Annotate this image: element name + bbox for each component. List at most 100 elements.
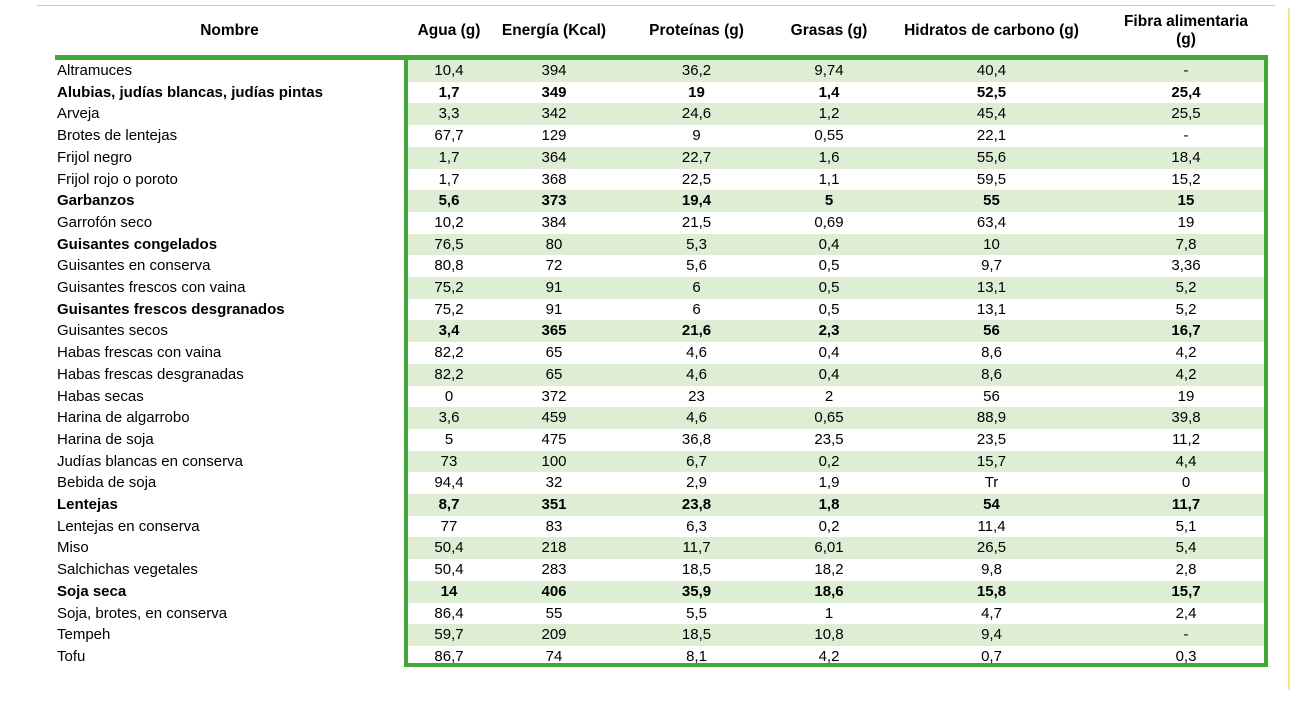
value-cell: 0,55 [814,127,844,145]
value-cell: 94,4 [434,474,464,492]
value-cell: 13,1 [976,300,1007,318]
value-cell: 11,2 [1171,430,1201,448]
value-cell: 373 [494,190,614,212]
value-cell: 5,2 [1104,277,1268,299]
value-cell: 77 [440,517,458,535]
value-cell: 4,6 [614,363,779,386]
value-cell: 74 [545,647,563,665]
value-cell: 1 [824,604,834,622]
value-cell: 342 [494,103,614,126]
table-row: Soja, brotes, en conserva 86,4 55 5,5 1 4,7 2,… [55,602,1268,625]
table-row: Brotes de lentejas 67,7 129 9 0,55 22,1 - [55,125,1268,147]
value-cell: 0,3 [1175,647,1197,665]
table-row: Soja seca 14 406 35,9 18,6 15,8 15,7 [55,580,1268,603]
food-name-cell: Brotes de lentejas [55,125,404,147]
value-cell: 1,2 [779,103,879,126]
value-cell: 21,5 [681,213,712,231]
value-cell: 1,7 [404,146,494,169]
value-cell: 5,5 [686,604,707,622]
header-agua: Agua (g) [417,21,481,39]
value-cell: 13,1 [879,277,1104,299]
value-cell: 35,9 [614,580,779,603]
header-grasas: Grasas (g) [790,21,868,39]
table-row: Guisantes frescos desgranados 75,2 91 6 0,5 1… [55,298,1268,321]
value-cell: 19 [1177,213,1195,231]
value-cell: 368 [541,170,567,188]
value-cell: 32 [545,474,563,492]
value-cell: 39,8 [1104,407,1268,429]
value-cell: 55 [879,190,1104,212]
value-cell: 18,6 [779,580,879,603]
food-name-cell: Soja seca [55,580,404,603]
value-cell: Tr [984,474,999,492]
table-row: Habas frescas desgranadas 82,2 65 4,6 0,4 8,6… [55,363,1268,386]
food-name-cell: Tofu [55,645,404,668]
value-cell: 9,7 [981,257,1002,275]
value-cell: 73 [404,450,494,473]
value-cell: 8,1 [686,647,707,665]
value-cell: 22,7 [614,146,779,169]
value-cell: 88,9 [879,407,1104,429]
food-name-cell: Frijol negro [55,146,404,169]
value-cell: 80 [494,233,614,256]
value-cell: 5,2 [1175,300,1197,318]
value-cell: 7,8 [1104,233,1268,256]
table-row: Frijol negro 1,7 364 22,7 1,6 55,6 18,4 [55,146,1268,169]
value-cell: 21,6 [614,320,779,343]
value-cell: 2,8 [1175,561,1197,579]
food-name-cell: Harina de soja [55,428,404,451]
value-cell: 372 [541,387,567,405]
value-cell: 59,7 [404,624,494,646]
value-cell: 1,7 [438,83,460,101]
value-cell: 63,4 [976,213,1007,231]
value-cell: 15,7 [879,450,1104,473]
table-row: Frijol rojo o poroto 1,7 368 22,5 1,1 59,5 15,… [55,168,1268,191]
value-cell: 9,8 [981,561,1002,579]
top-hairline [37,5,1275,6]
table-row: Guisantes congelados 76,5 80 5,3 0,4 10 7,8 [55,233,1268,256]
value-cell: 10,2 [434,213,464,231]
value-cell: 18,4 [1104,146,1268,169]
value-cell: 67,7 [434,127,464,145]
value-cell: 365 [494,320,614,343]
value-cell: 2 [824,387,834,405]
food-name-cell: Guisantes en conserva [55,255,404,278]
food-name-cell: Arveja [55,103,404,126]
food-name-cell: Harina de algarrobo [55,407,404,429]
table-row: Habas frescas con vaina 82,2 65 4,6 0,4 8,6 4,… [55,342,1268,364]
value-cell: 0,5 [818,300,840,318]
value-cell: 10,4 [404,60,494,82]
value-cell: 1,6 [779,146,879,169]
value-cell: - [1183,127,1189,145]
value-cell: 15,2 [1171,170,1201,188]
food-name-cell: Bebida de soja [55,472,404,495]
value-cell: 4,2 [1175,344,1197,362]
value-cell: 23 [688,387,705,405]
table-header: Nombre Agua (g) Energía (Kcal) Proteínas… [55,6,1268,55]
table-row: Harina de soja 5 475 36,8 23,5 23,5 11,2 [55,428,1268,451]
food-name-cell: Lentejas en conserva [55,515,404,538]
value-cell: 2,9 [686,474,707,492]
value-cell: 11,7 [1104,494,1268,516]
value-cell: 0 [1181,474,1191,492]
value-cell: 15,7 [1104,580,1268,603]
value-cell: 218 [494,537,614,560]
value-cell: 0,4 [818,344,840,362]
value-cell: 23,5 [976,430,1007,448]
value-cell: 26,5 [879,537,1104,560]
value-cell: 0,65 [779,407,879,429]
value-cell: 55,6 [879,146,1104,169]
food-name-cell: Habas secas [55,385,404,408]
food-name-cell: Judías blancas en conserva [55,450,404,473]
value-cell: 24,6 [614,103,779,126]
value-cell: 129 [541,127,567,145]
value-cell: 384 [541,213,567,231]
value-cell: 3,4 [404,320,494,343]
value-cell: 459 [494,407,614,429]
food-name-cell: Alubias, judías blancas, judías pintas [55,81,404,104]
value-cell: 8,6 [981,344,1002,362]
value-cell: 4,2 [1104,363,1268,386]
value-cell: 5,6 [404,190,494,212]
table-top-border [55,55,1268,60]
